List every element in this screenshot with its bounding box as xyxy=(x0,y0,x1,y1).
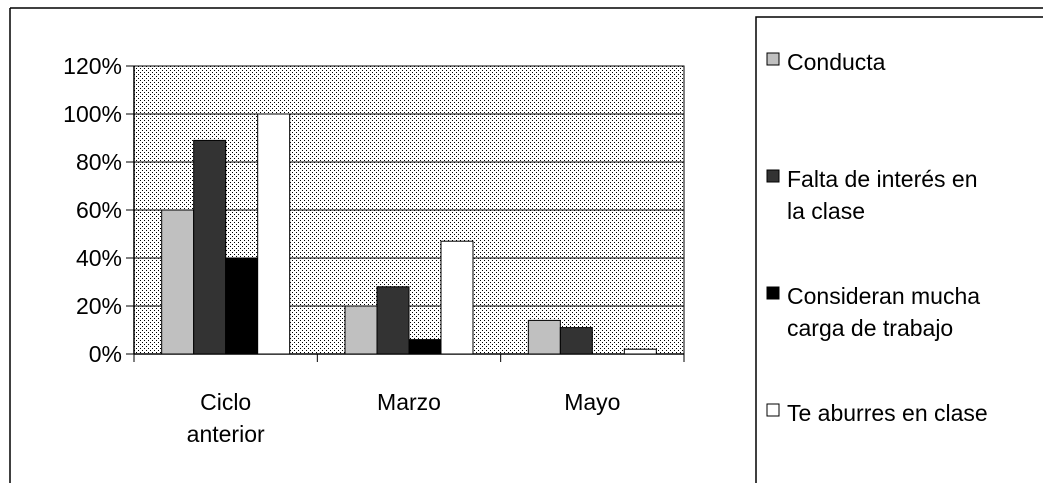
plot-area: 0% 20% 40% 60% 80% 100% 120% Ciclo anterior Marzo… xyxy=(63,53,685,447)
bar-0-2 xyxy=(225,257,259,355)
legend-swatch xyxy=(766,169,780,183)
legend-swatch xyxy=(766,286,780,300)
x-category-label: Marzo xyxy=(377,389,441,415)
legend: Conducta Falta de interés en la clase Consi… xyxy=(755,16,1043,483)
bar-0-3 xyxy=(257,113,291,355)
bar-1-3 xyxy=(440,240,474,355)
legend-label: Te aburres en clase xyxy=(787,400,988,426)
x-category-label: anterior xyxy=(187,421,265,447)
legend-label: carga de trabajo xyxy=(787,315,953,341)
x-category-label: Ciclo xyxy=(200,389,251,415)
legend-label: Consideran mucha xyxy=(787,283,980,309)
bar-1-2 xyxy=(408,339,442,355)
y-tick-label: 120% xyxy=(63,53,122,79)
legend-swatch xyxy=(766,52,780,66)
y-tick-label: 0% xyxy=(89,341,122,367)
legend-swatch xyxy=(766,403,780,417)
y-tick-label: 60% xyxy=(76,197,122,223)
bar-2-0 xyxy=(527,319,561,355)
bar-0-0 xyxy=(161,209,195,355)
bar-1-1 xyxy=(376,286,410,355)
bar-0-1 xyxy=(193,139,227,355)
legend-label: Falta de interés en xyxy=(787,166,978,192)
bar-2-3 xyxy=(623,348,657,355)
legend-label: la clase xyxy=(787,198,865,224)
y-tick-label: 80% xyxy=(76,149,122,175)
y-tick-label: 100% xyxy=(63,101,122,127)
y-tick-label: 40% xyxy=(76,245,122,271)
bar-2-1 xyxy=(559,327,593,355)
x-category-label: Mayo xyxy=(564,389,620,415)
legend-box xyxy=(755,16,1043,483)
y-tick-label: 20% xyxy=(76,293,122,319)
legend-label: Conducta xyxy=(787,49,886,75)
bar-1-0 xyxy=(344,305,378,355)
